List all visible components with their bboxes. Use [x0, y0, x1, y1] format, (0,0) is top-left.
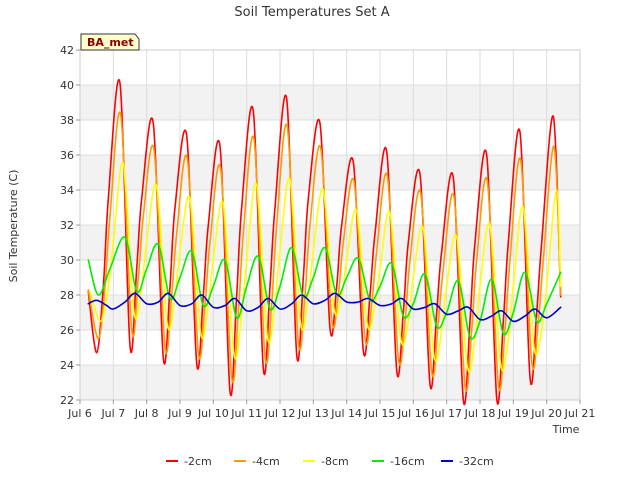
series-line-minus-8cm	[89, 161, 562, 373]
x-tick-label: Jul 7	[100, 407, 125, 420]
y-tick-label: 40	[60, 79, 74, 92]
legend-label: -2cm	[184, 455, 212, 468]
series-line-minus-16cm	[87, 236, 562, 340]
x-tick-label: Jul 19	[497, 407, 529, 420]
y-tick-label: 24	[60, 359, 74, 372]
y-tick-label: 30	[60, 254, 74, 267]
series-layer	[87, 79, 562, 406]
y-tick-label: 42	[60, 44, 74, 57]
y-tick-label: 32	[60, 219, 74, 232]
series-line-minus-4cm	[87, 111, 562, 392]
y-tick-label: 28	[60, 289, 74, 302]
legend-label: -8cm	[321, 455, 349, 468]
x-tick-label: Jul 21	[564, 407, 596, 420]
x-tick-label: Jul 15	[364, 407, 396, 420]
x-tick-label: Jul 12	[264, 407, 296, 420]
y-axis-title: Soil Temperature (C)	[7, 170, 20, 283]
series-line-minus-2cm	[87, 79, 562, 406]
legend-label: -4cm	[252, 455, 280, 468]
background-band	[80, 155, 580, 190]
y-axis-ticks: 22 24 26 28 30 32 34 36 38 40 42	[60, 44, 80, 407]
y-tick-label: 34	[60, 184, 74, 197]
x-tick-label: Jul 13	[297, 407, 329, 420]
site-label-box: BA_met	[80, 33, 140, 51]
series-line-minus-32cm	[87, 292, 562, 323]
site-label: BA_met	[87, 36, 134, 49]
y-tick-label: 22	[60, 394, 74, 407]
legend-label: -16cm	[390, 455, 425, 468]
x-tick-label: Jul 10	[197, 407, 229, 420]
background-band	[80, 365, 580, 400]
x-tick-label: Jul 17	[430, 407, 462, 420]
legend-label: -32cm	[459, 455, 494, 468]
x-tick-label: Jul 16	[397, 407, 429, 420]
x-tick-label: Jul 14	[330, 407, 362, 420]
background-band	[80, 85, 580, 120]
x-axis-title: Time	[552, 423, 580, 436]
x-tick-label: Jul 20	[530, 407, 562, 420]
y-tick-label: 26	[60, 324, 74, 337]
x-axis-ticks: Jul 6 Jul 7 Jul 8 Jul 9 Jul 10 Jul 11 Jul 12 Ju…	[67, 400, 595, 420]
chart-title: Soil Temperatures Set A	[234, 5, 389, 20]
y-tick-label: 36	[60, 149, 74, 162]
x-tick-label: Jul 9	[167, 407, 192, 420]
y-tick-label: 38	[60, 114, 74, 127]
legend: -2cm -4cm -8cm -16cm -32cm	[166, 455, 494, 468]
x-tick-label: Jul 18	[464, 407, 496, 420]
x-tick-label: Jul 8	[134, 407, 159, 420]
x-tick-label: Jul 11	[230, 407, 262, 420]
x-tick-label: Jul 6	[67, 407, 92, 420]
background-bands	[80, 85, 580, 400]
